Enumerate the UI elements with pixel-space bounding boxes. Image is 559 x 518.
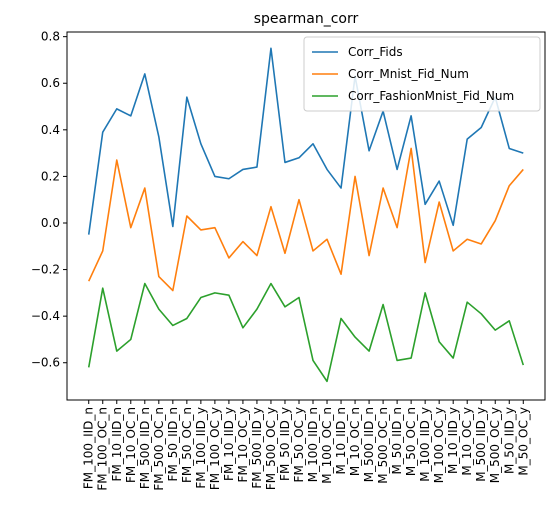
x-tick-label: FM_10_OC_n [124, 407, 138, 483]
legend-label: Corr_Mnist_Fid_Num [348, 67, 469, 81]
x-tick-label: M_500_OC_n [376, 407, 390, 484]
x-tick-label: M_100_IID_y [418, 407, 432, 482]
x-tick-label: FM_50_OC_y [292, 407, 306, 482]
x-tick-label: M_10_IID_y [446, 407, 460, 474]
x-tick-label: M_50_IID_y [502, 407, 516, 474]
x-tick-label: FM_100_IID_y [194, 407, 208, 489]
series-line-corr-fashionmnist-fid-num [89, 284, 524, 382]
x-tick-label: FM_500_IID_y [250, 407, 264, 489]
x-tick-label: FM_50_IID_y [278, 407, 292, 481]
y-tick-label: 0.0 [41, 216, 60, 230]
y-tick-label: 0.4 [41, 123, 60, 137]
legend-label: Corr_Fids [348, 45, 403, 59]
y-tick-label: −0.4 [31, 309, 60, 323]
x-tick-label: M_100_IID_n [306, 407, 320, 482]
x-tick-label: FM_500_IID_n [138, 407, 152, 489]
x-tick-label: M_500_OC_y [488, 407, 502, 483]
y-tick-label: 0.2 [41, 169, 60, 183]
x-tick-label: FM_10_OC_y [236, 407, 250, 482]
x-tick-label: FM_10_IID_y [222, 407, 236, 481]
y-tick-label: 0.6 [41, 76, 60, 90]
x-tick-label: M_10_OC_y [460, 407, 474, 476]
x-tick-label: M_10_OC_n [348, 407, 362, 476]
x-tick-label: M_50_OC_n [404, 407, 418, 476]
y-axis: 0.8 0.6 0.4 0.2 0.0 −0.2 −0.4 −0.6 [31, 30, 67, 370]
x-axis: FM_100_IID_n FM_100_OC_n FM_10_IID_n FM_10_… [82, 400, 531, 491]
x-tick-label: FM_50_IID_n [166, 407, 180, 481]
x-tick-label: FM_500_OC_y [264, 407, 278, 490]
y-tick-label: −0.2 [31, 263, 60, 277]
x-tick-label: M_500_IID_n [362, 407, 376, 482]
x-tick-label: FM_10_IID_n [110, 407, 124, 481]
x-tick-label: M_500_IID_y [474, 407, 488, 482]
y-tick-label: 0.8 [41, 30, 60, 44]
x-tick-label: M_10_IID_n [334, 407, 348, 475]
x-tick-label: FM_100_OC_y [208, 407, 222, 490]
x-tick-label: FM_500_OC_n [152, 407, 166, 491]
x-tick-label: FM_100_IID_n [82, 407, 96, 489]
y-tick-label: −0.6 [31, 356, 60, 370]
x-tick-label: FM_50_OC_n [180, 407, 194, 483]
legend: Corr_Fids Corr_Mnist_Fid_Num Corr_FashionM… [304, 37, 540, 111]
x-tick-label: M_100_OC_y [432, 407, 446, 483]
x-tick-label: M_50_IID_n [390, 407, 404, 475]
legend-label: Corr_FashionMnist_Fid_Num [348, 89, 514, 103]
chart-title: spearman_corr [254, 11, 359, 27]
x-tick-label: M_50_OC_y [516, 407, 530, 476]
x-tick-label: FM_100_OC_n [96, 407, 110, 491]
series-line-corr-mnist-fid-num [89, 148, 524, 290]
x-tick-label: M_100_OC_n [320, 407, 334, 484]
